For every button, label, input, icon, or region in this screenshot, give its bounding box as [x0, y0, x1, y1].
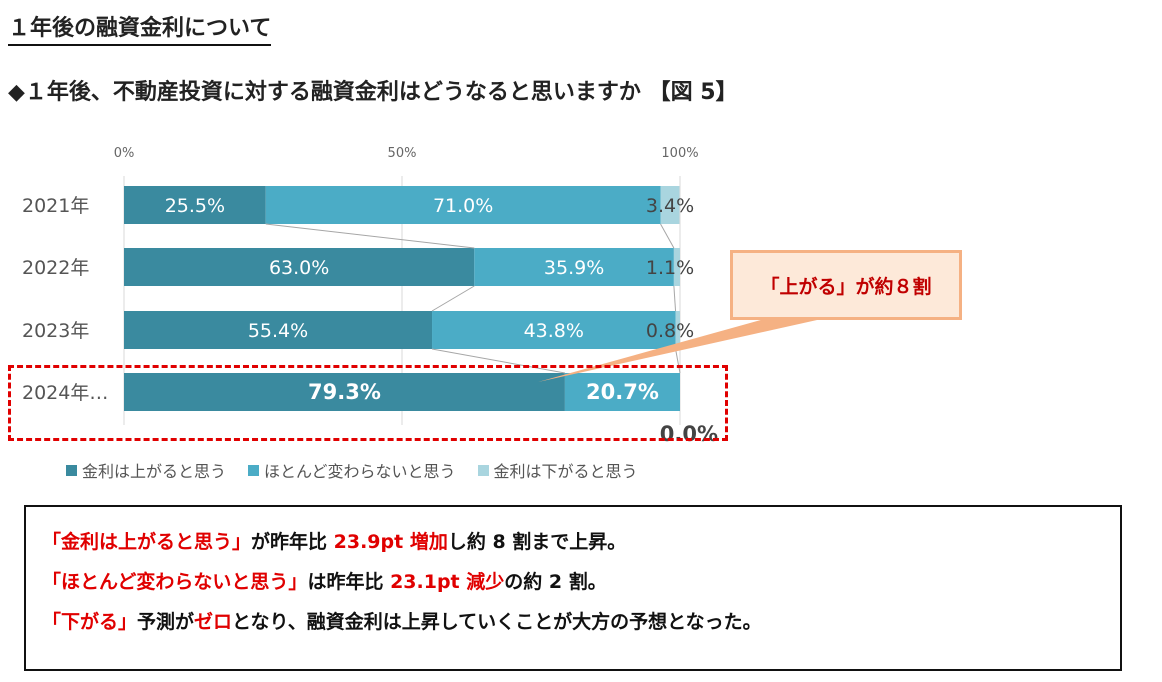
- legend-label-down: 金利は下がると思う: [493, 462, 638, 481]
- legend-item-up: 金利は上がると思う: [66, 458, 226, 482]
- legend-item-same: ほとんど変わらないと思う: [248, 458, 456, 482]
- bar-segment: [432, 311, 676, 349]
- summary-segment: 「ほとんど変わらないと思う」: [42, 571, 308, 593]
- data-label: 25.5%: [165, 195, 225, 217]
- series-line: [660, 223, 675, 249]
- bar-segment: [673, 248, 680, 286]
- summary-line: 「ほとんど変わらないと思う」は昨年比 23.1pt 減少の約 2 割。: [42, 567, 1120, 594]
- data-label: 0.0%: [660, 422, 718, 446]
- legend-swatch-down: [477, 464, 489, 476]
- summary-segment: 予測が: [137, 611, 195, 633]
- summary-line: 「下がる」予測がゼロとなり、融資金利は上昇していくことが大方の予想となった。: [42, 607, 1120, 634]
- bar-segment: [124, 186, 266, 224]
- data-label: 63.0%: [269, 257, 329, 279]
- data-label: 79.3%: [308, 380, 381, 404]
- legend-swatch-same: [248, 464, 260, 476]
- data-label: 71.0%: [433, 195, 493, 217]
- bar-segment: [124, 311, 433, 349]
- summary-line: 「金利は上がると思う」が昨年比 23.9pt 増加し約 8 割まで上昇。: [42, 527, 1120, 554]
- summary-segment: 「下がる」: [42, 611, 138, 633]
- series-line: [431, 285, 475, 312]
- data-label: 43.8%: [524, 320, 584, 342]
- data-label: 3.4%: [646, 195, 694, 217]
- bar-segment: [474, 248, 674, 286]
- series-line: [265, 223, 475, 249]
- data-label: 35.9%: [544, 257, 604, 279]
- data-label: 0.8%: [646, 320, 694, 342]
- stacked-bar-chart: 0% 50% 100% 2021年 25.5% 71.0% 3.4% 2022年 63.0% 35…: [22, 146, 826, 446]
- x-tick-label: 100%: [661, 146, 698, 161]
- summary-segment: の約 2 割。: [504, 571, 607, 593]
- question-title: ◆１年後、不動産投資に対する融資金利はどうなると思いますか 【図 5】: [8, 80, 738, 105]
- summary-segment: し約 8 割まで上昇。: [447, 531, 627, 553]
- callout-box: 「上がる」が約８割: [730, 250, 962, 320]
- bar-segment: [124, 373, 565, 411]
- summary-segment: 23.1pt 減少: [390, 571, 505, 593]
- summary-segment: が昨年比: [251, 531, 334, 553]
- bar-segment: [564, 373, 680, 411]
- summary-box: 「金利は上がると思う」が昨年比 23.9pt 増加し約 8 割まで上昇。 「ほと…: [24, 505, 1122, 671]
- section-title: １年後の融資金利について: [8, 10, 272, 46]
- data-label: 55.4%: [248, 320, 308, 342]
- summary-segment: ゼロ: [194, 611, 233, 633]
- legend-label-up: 金利は上がると思う: [82, 462, 227, 481]
- x-tick-label: 50%: [388, 146, 417, 161]
- legend-swatch-up: [66, 464, 77, 476]
- category-label: 2021年: [22, 195, 89, 217]
- summary-segment: となり、融資金利は上昇していくことが大方の予想となった。: [232, 611, 762, 633]
- summary-segment: 23.9pt 増加: [333, 531, 448, 553]
- bar-segment: [265, 186, 661, 224]
- category-label: 2024年…: [22, 382, 108, 404]
- bar-segment: [660, 186, 680, 224]
- series-line: [673, 285, 677, 312]
- series-line: [431, 348, 565, 374]
- x-tick-label: 0%: [114, 146, 135, 161]
- series-line: [675, 348, 681, 374]
- data-label: 20.7%: [586, 380, 659, 404]
- callout-text: 「上がる」が約８割: [760, 275, 932, 298]
- legend-item-down: 金利は下がると思う: [477, 458, 638, 482]
- bar-segment: [124, 248, 475, 286]
- summary-segment: 「金利は上がると思う」: [42, 531, 252, 553]
- legend-label-same: ほとんど変わらないと思う: [264, 462, 456, 481]
- data-label: 1.1%: [646, 257, 694, 279]
- legend: 金利は上がると思う ほとんど変わらないと思う 金利は下がると思う: [66, 458, 638, 482]
- category-label: 2022年: [22, 257, 89, 279]
- summary-segment: は昨年比: [307, 571, 391, 593]
- category-label: 2023年: [22, 320, 89, 342]
- highlight-2024-box: [8, 365, 728, 441]
- bar-segment: [675, 311, 680, 349]
